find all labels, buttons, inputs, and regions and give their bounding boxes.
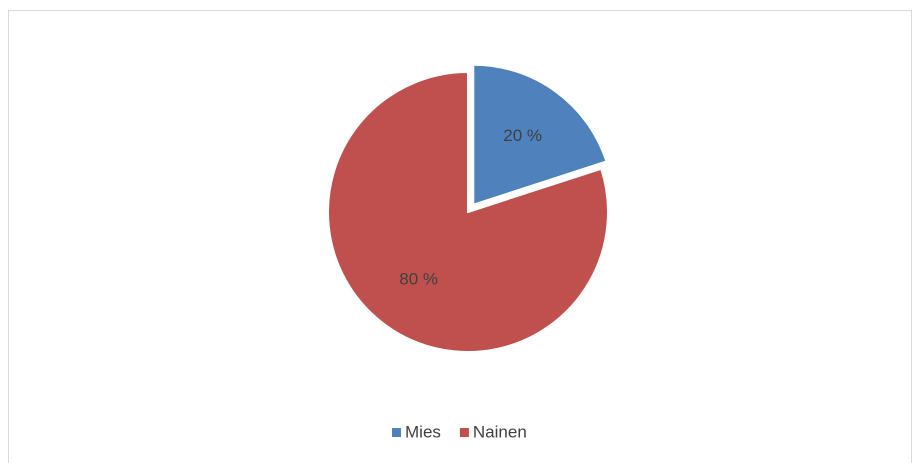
legend-swatch: [392, 428, 401, 437]
pie-slice: [327, 70, 609, 353]
legend-label: Mies: [405, 422, 441, 441]
data-label: 80 %: [399, 269, 438, 288]
data-label: 20 %: [503, 126, 542, 145]
pie-slice: [472, 63, 608, 207]
legend-swatch: [459, 428, 469, 437]
legend-label: Nainen: [473, 422, 527, 441]
